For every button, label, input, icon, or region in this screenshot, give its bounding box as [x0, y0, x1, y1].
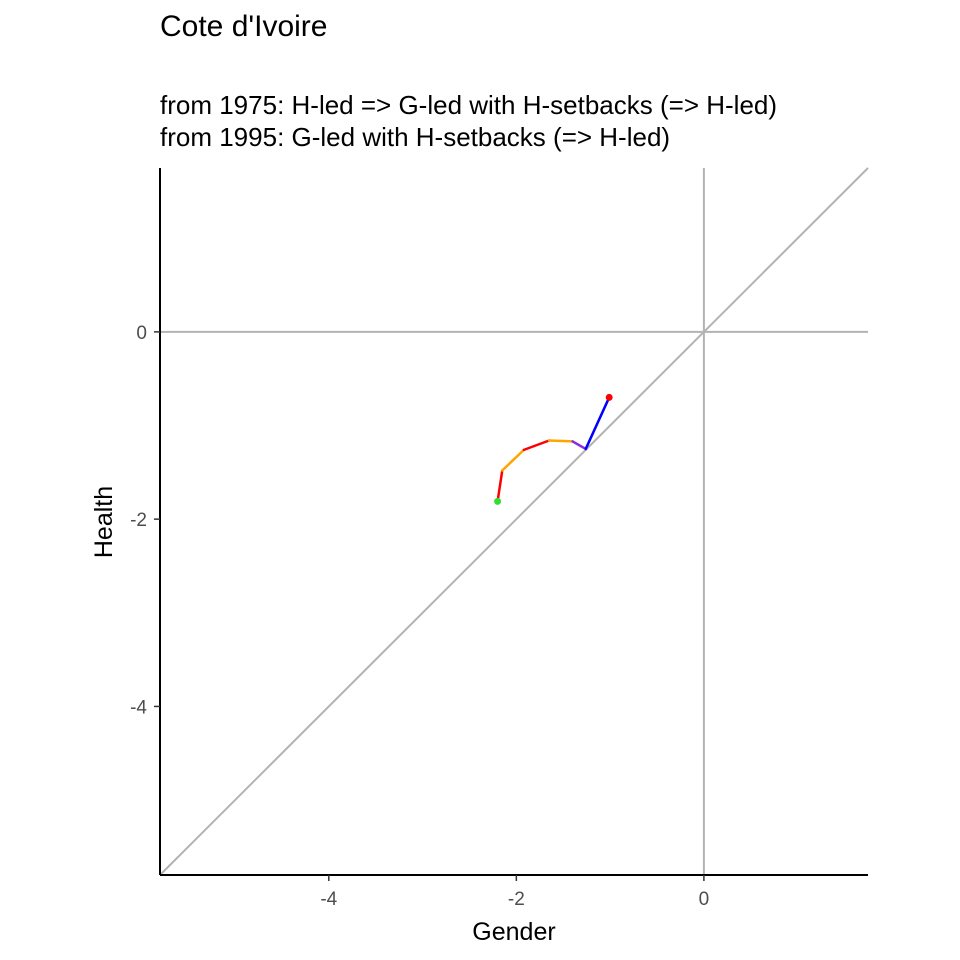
end-point: [605, 393, 613, 401]
trajectory: [496, 396, 611, 503]
x-tick-label: -2: [508, 889, 525, 910]
trajectory-segment: [496, 469, 504, 503]
diagonal-reference-line: [159, 167, 869, 876]
reference-lines: [159, 167, 869, 876]
trajectory-segment: [584, 396, 611, 451]
x-tick-label: -4: [320, 889, 337, 910]
chart-subtitle-line-2: from 1995: G-led with H-setbacks (=> H-l…: [160, 122, 671, 152]
y-tick-label: -2: [130, 510, 147, 531]
trajectory-segment: [501, 448, 526, 472]
trajectory-endpoints: [494, 393, 613, 505]
x-axis-ticks: -4 -2 0: [320, 875, 709, 910]
trajectory-segment: [547, 439, 574, 443]
y-axis-ticks: 0 -2 -4: [130, 323, 160, 718]
chart-subtitle-line-1: from 1975: H-led => G-led with H-setback…: [160, 90, 778, 120]
y-axis-title: Health: [90, 486, 118, 558]
chart-title: Cote d'Ivoire: [160, 10, 328, 43]
start-point: [494, 497, 502, 505]
trajectory-segment: [571, 440, 587, 451]
y-tick-label: 0: [136, 323, 147, 344]
x-axis-title: Gender: [472, 918, 555, 946]
x-tick-label: 0: [699, 889, 710, 910]
y-tick-label: -4: [130, 697, 147, 718]
trajectory-segment: [522, 439, 551, 452]
